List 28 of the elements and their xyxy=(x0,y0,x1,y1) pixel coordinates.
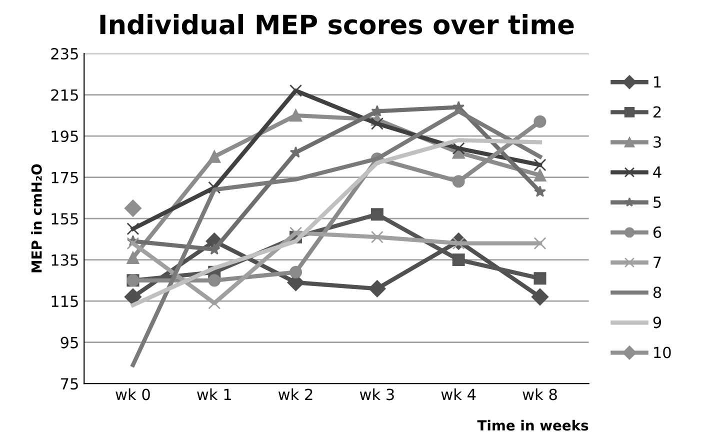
y-tick-label: 75 xyxy=(61,378,78,390)
y-axis-title: MEP in cmH₂O xyxy=(31,164,42,272)
legend-label: 4 xyxy=(653,166,662,178)
x-tick-label: wk 0 xyxy=(116,388,150,400)
y-tick-label: 155 xyxy=(52,213,78,225)
legend-label: 6 xyxy=(653,226,662,238)
y-tick-label: 175 xyxy=(52,172,78,184)
x-tick-label: wk 4 xyxy=(441,388,476,400)
legend-label: 2 xyxy=(654,106,661,118)
x-tick-label: wk 8 xyxy=(522,388,557,400)
legend-label: 7 xyxy=(654,256,661,268)
legend-label: 8 xyxy=(653,286,662,298)
y-tick-label: 235 xyxy=(51,48,78,60)
x-tick-label: wk 3 xyxy=(360,388,394,400)
legend-label: 3 xyxy=(654,136,661,148)
y-tick-label: 135 xyxy=(52,254,78,266)
legend-label: 1 xyxy=(654,76,661,88)
y-tick-label: 95 xyxy=(60,336,78,348)
x-axis-title: Time in weeks xyxy=(477,420,588,431)
x-tick-label: wk 2 xyxy=(278,388,312,400)
legend-label: 5 xyxy=(654,196,661,208)
y-tick-label: 195 xyxy=(52,130,78,142)
y-tick-label: 215 xyxy=(51,89,78,101)
legend-label: 9 xyxy=(653,316,662,328)
legend-label: 10 xyxy=(654,346,671,358)
chart-title: Individual MEP scores over time xyxy=(100,14,574,34)
y-tick-label: 115 xyxy=(52,296,78,308)
x-tick-label: wk 1 xyxy=(197,388,231,400)
